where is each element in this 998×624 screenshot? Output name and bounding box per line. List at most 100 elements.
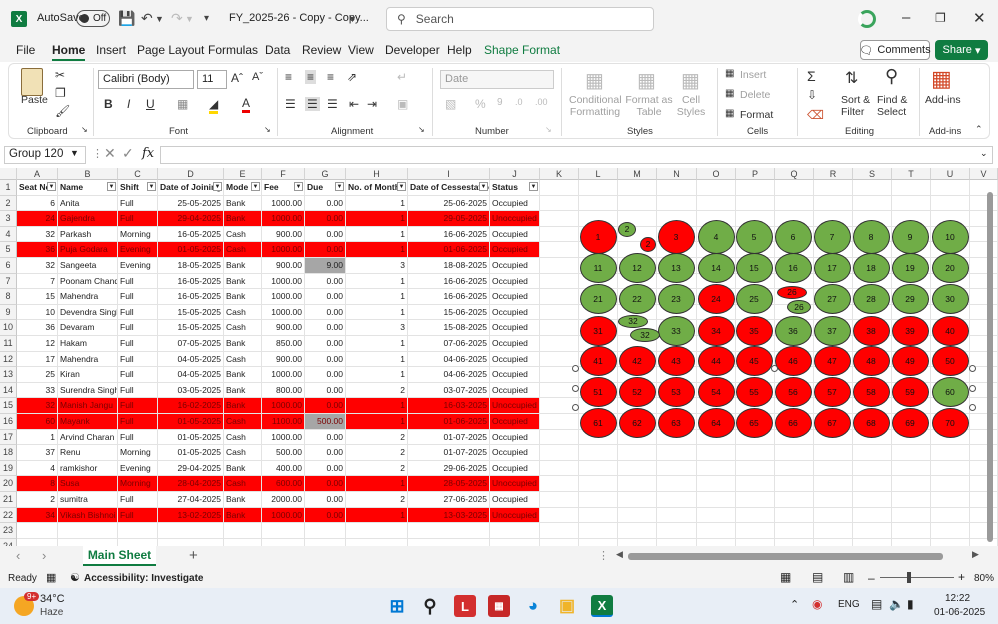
cell-name[interactable]: Susa — [58, 476, 118, 492]
tab-split-icon[interactable]: ⋮ — [598, 550, 609, 562]
cell[interactable] — [540, 195, 579, 212]
cell[interactable] — [814, 507, 853, 524]
cell-name[interactable]: ramkishor — [58, 460, 118, 477]
font-name-select[interactable]: Calibri (Body) — [98, 70, 194, 89]
cell[interactable] — [697, 476, 736, 492]
cell[interactable] — [158, 523, 224, 539]
alignment-launcher-icon[interactable]: ↘ — [418, 125, 425, 134]
redo-dropdown-icon[interactable]: ▼ — [185, 14, 194, 24]
resize-handle-icon[interactable] — [969, 404, 976, 411]
undo-icon[interactable]: ↶ — [141, 10, 153, 26]
cell[interactable] — [814, 460, 853, 477]
cell-months[interactable]: 2 — [346, 445, 408, 461]
seat-circle[interactable]: 49 — [891, 346, 929, 376]
cell[interactable] — [540, 460, 579, 477]
cell-months[interactable]: 3 — [346, 258, 408, 274]
search-taskbar-icon[interactable]: ⚲ — [423, 595, 437, 616]
cell-status[interactable]: Occupied — [490, 273, 540, 290]
cell-shift[interactable]: Morning — [118, 226, 158, 243]
cell-status[interactable]: Occupied — [490, 226, 540, 243]
cell-status[interactable]: Occupied — [490, 367, 540, 383]
cell[interactable] — [540, 492, 579, 508]
seat-circle[interactable]: 21 — [579, 284, 617, 314]
seat-circle[interactable]: 35 — [735, 316, 773, 346]
cell-fee[interactable]: 900.00 — [262, 226, 305, 243]
cell-seat[interactable]: 32 — [17, 398, 58, 414]
cell[interactable] — [118, 523, 158, 539]
increase-indent-icon[interactable]: ⇥ — [367, 97, 378, 111]
cell-status[interactable]: Occupied — [490, 382, 540, 399]
horizontal-scroll-thumb[interactable] — [628, 553, 943, 560]
cell[interactable] — [579, 429, 618, 446]
search-box[interactable]: ⚲ Search — [386, 7, 654, 31]
cell[interactable] — [892, 429, 931, 446]
italic-icon[interactable]: I — [127, 97, 131, 111]
seat-circle[interactable]: 63 — [657, 408, 695, 438]
cell-name[interactable]: Poonam Chand — [58, 273, 118, 290]
cell-due[interactable]: 500.00 — [305, 414, 346, 430]
cell[interactable] — [540, 367, 579, 383]
cell-doj[interactable]: 16-05-2025 — [158, 273, 224, 290]
cell-status[interactable]: Occupied — [490, 429, 540, 446]
cell-months[interactable]: 2 — [346, 492, 408, 508]
cell[interactable] — [775, 460, 814, 477]
cell-doc[interactable]: 15-06-2025 — [408, 304, 490, 321]
column-header-u[interactable]: U — [931, 168, 970, 180]
excel-taskbar-icon[interactable]: X — [591, 595, 613, 617]
cell[interactable] — [775, 538, 814, 546]
cell[interactable] — [346, 538, 408, 546]
cell-months[interactable]: 1 — [346, 351, 408, 368]
cell-fee[interactable]: 800.00 — [262, 382, 305, 399]
cell-shift[interactable]: Full — [118, 320, 158, 336]
seat-circle[interactable]: 70 — [931, 408, 969, 438]
weather-description[interactable]: Haze — [40, 607, 64, 618]
cell[interactable] — [490, 523, 540, 539]
cell-name[interactable]: Anita — [58, 195, 118, 212]
cell-doc[interactable]: 29-05-2025 — [408, 211, 490, 227]
resize-handle-icon[interactable] — [771, 365, 778, 372]
cell-status[interactable]: Occupied — [490, 320, 540, 336]
cell-status[interactable]: Unoccupied — [490, 507, 540, 524]
cell[interactable] — [540, 273, 579, 290]
seat-circle[interactable]: 18 — [852, 253, 890, 283]
cell-fee[interactable]: 1100.00 — [262, 414, 305, 430]
cell[interactable] — [618, 445, 657, 461]
menu-developer[interactable]: Developer — [385, 43, 440, 57]
seat-circle[interactable]: 29 — [891, 284, 929, 314]
cell-shift[interactable]: Full — [118, 429, 158, 446]
cell-seat[interactable]: 36 — [17, 242, 58, 258]
minimize-icon[interactable]: – — [902, 9, 911, 26]
pdf-app-icon[interactable]: ▦ — [488, 595, 510, 617]
cell[interactable] — [540, 523, 579, 539]
cell[interactable] — [618, 211, 657, 227]
cell[interactable] — [814, 445, 853, 461]
cell[interactable] — [540, 336, 579, 352]
cell-due[interactable]: 0.00 — [305, 398, 346, 414]
column-header-b[interactable]: B — [58, 168, 118, 180]
cell[interactable] — [814, 538, 853, 546]
cell-seat[interactable]: 24 — [17, 211, 58, 227]
cell-months[interactable]: 1 — [346, 273, 408, 290]
cell-seat[interactable]: 6 — [17, 195, 58, 212]
cell-shift[interactable]: Evening — [118, 242, 158, 258]
row-header[interactable]: 22 — [0, 507, 17, 524]
cell-mode[interactable]: Bank — [224, 273, 262, 290]
cell[interactable] — [697, 507, 736, 524]
network-icon[interactable]: ▤ — [871, 597, 883, 611]
cell[interactable] — [540, 414, 579, 430]
row-header[interactable]: 18 — [0, 445, 17, 461]
cell[interactable] — [736, 523, 775, 539]
column-header-k[interactable]: K — [540, 168, 579, 180]
page-layout-view-icon[interactable]: ▤ — [812, 570, 824, 584]
cell[interactable] — [853, 476, 892, 492]
seat-circle[interactable]: 17 — [813, 253, 851, 283]
expand-formula-icon[interactable]: ⌄ — [980, 148, 988, 158]
table-header-cell[interactable]: Name ▼ — [58, 180, 118, 196]
column-header-q[interactable]: Q — [775, 168, 814, 180]
cell-seat[interactable]: 37 — [17, 445, 58, 461]
next-sheet-icon[interactable]: › — [42, 548, 47, 563]
cell-mode[interactable]: Bank — [224, 336, 262, 352]
cell[interactable] — [853, 538, 892, 546]
undo-dropdown-icon[interactable]: ▼ — [155, 14, 164, 24]
cell-mode[interactable]: Cash — [224, 320, 262, 336]
